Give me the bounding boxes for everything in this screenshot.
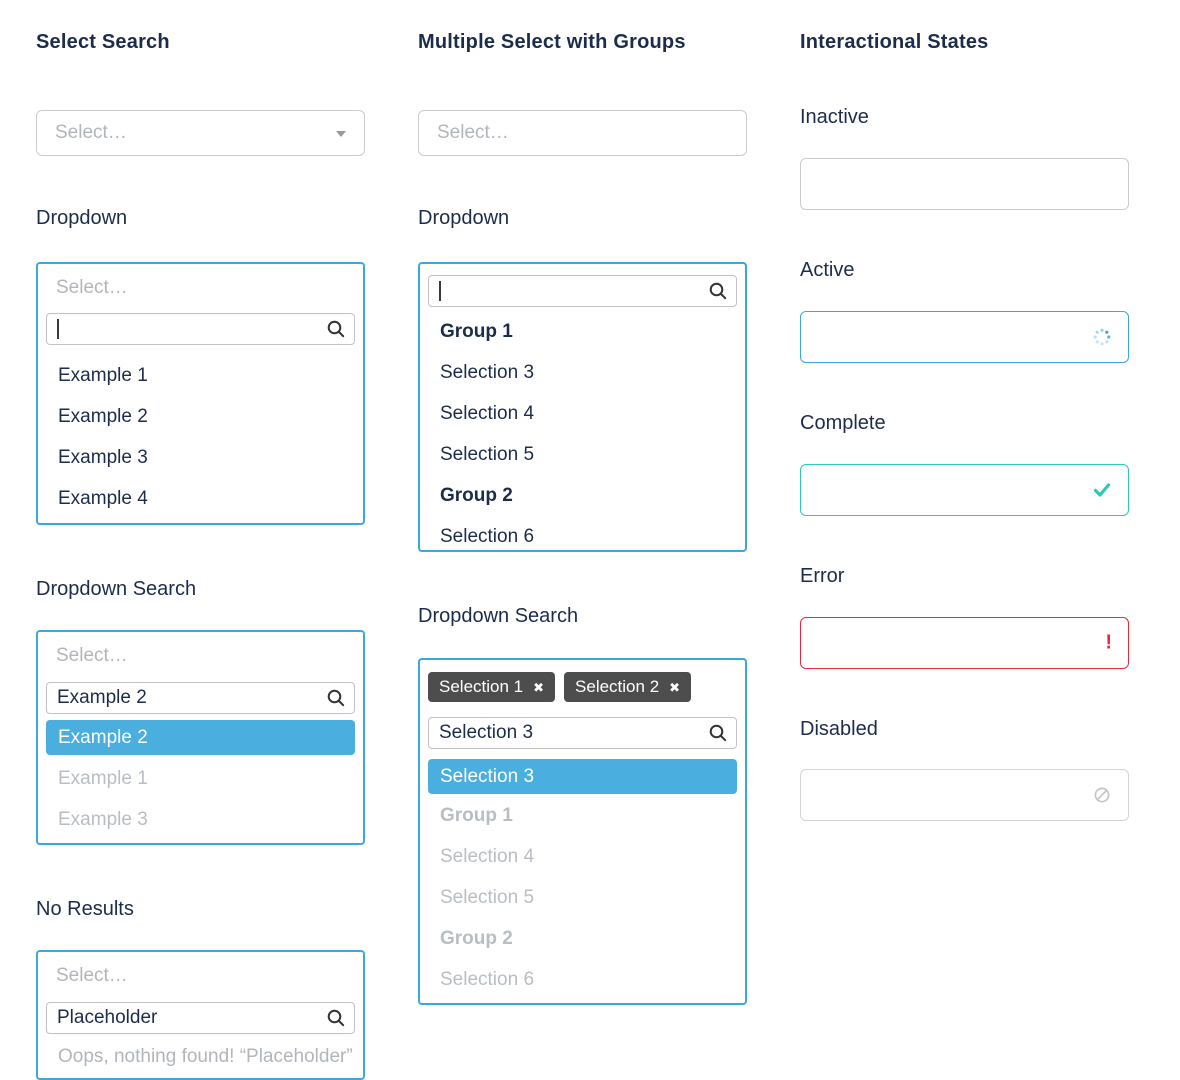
option-muted: Example 1	[58, 768, 148, 789]
section-label-dropdown-search: Dropdown Search	[418, 605, 579, 627]
option[interactable]: Selection 3	[440, 362, 535, 383]
checkmark-icon	[1093, 483, 1111, 497]
column-title: Interactional States	[800, 31, 989, 53]
select-placeholder: Select…	[437, 122, 509, 143]
state-label-active: Active	[800, 259, 855, 281]
input-inactive[interactable]	[800, 158, 1129, 210]
search-box	[428, 275, 737, 307]
option[interactable]: Selection 6	[440, 526, 535, 547]
search-input[interactable]	[429, 276, 736, 306]
state-label-error: Error	[800, 565, 845, 587]
select-placeholder: Select…	[55, 122, 127, 143]
no-results-message: Oops, nothing found! “Placeholder”	[58, 1046, 353, 1067]
column-title: Multiple Select with Groups	[418, 31, 686, 53]
search-input[interactable]	[47, 314, 354, 344]
option-muted: Selection 4	[440, 846, 535, 867]
prohibition-icon	[1094, 787, 1110, 803]
muted-options-list: Example 1 Example 3	[38, 758, 363, 840]
state-label-inactive: Inactive	[800, 106, 869, 128]
panel-placeholder: Select…	[56, 965, 128, 986]
search-box	[46, 1002, 355, 1034]
search-input[interactable]	[47, 683, 354, 713]
no-results-panel: Select… Oops, nothing found! “Placeholde…	[36, 950, 365, 1080]
dropdown-search-panel: Select… Example 2 Example 1 Example 3	[36, 630, 365, 845]
state-label-disabled: Disabled	[800, 718, 878, 740]
column-title: Select Search	[36, 31, 170, 53]
search-icon	[709, 724, 727, 742]
dropdown-open-panel: Group 1 Selection 3 Selection 4 Selection 5…	[418, 262, 747, 552]
option[interactable]: Selection 5	[440, 444, 535, 465]
input-active[interactable]	[800, 311, 1129, 363]
chevron-down-icon	[336, 131, 346, 137]
option-muted: Group 2	[440, 928, 513, 949]
search-input[interactable]	[47, 1003, 354, 1033]
section-label-dropdown-search: Dropdown Search	[36, 578, 197, 600]
spinner-icon	[1093, 328, 1111, 346]
selected-tag[interactable]: Selection 1 ✖	[428, 672, 556, 702]
muted-grouped-options-list: Group 1 Selection 4 Selection 5 Group 2 Sele…	[420, 795, 745, 1000]
section-label-dropdown: Dropdown	[418, 207, 510, 229]
text-cursor	[57, 319, 59, 339]
option-muted: Selection 5	[440, 887, 535, 908]
dropdown-open-panel: Select… Example 1 Example 2 Example 3 Examp…	[36, 262, 365, 525]
section-label-no-results: No Results	[36, 898, 134, 920]
tag-label: Selection 1	[439, 677, 524, 696]
section-label-dropdown: Dropdown	[36, 207, 128, 229]
grouped-options-list: Group 1 Selection 3 Selection 4 Selection 5…	[420, 311, 745, 557]
option-highlighted[interactable]: Example 2	[46, 720, 355, 755]
column-multi-select: Multiple Select with Groups Select… Drop…	[418, 0, 747, 1073]
text-cursor	[439, 281, 441, 301]
search-box	[428, 717, 737, 749]
search-icon	[327, 1009, 345, 1027]
option[interactable]: Example 3	[58, 447, 148, 468]
column-interactional-states: Interactional States Inactive Active Com…	[800, 0, 1129, 1073]
selected-tags: Selection 1 ✖ Selection 2 ✖	[428, 672, 692, 702]
option-muted: Example 3	[58, 809, 148, 830]
option: Group 1	[440, 321, 513, 342]
option: Group 2	[440, 485, 513, 506]
option-highlighted[interactable]: Selection 3	[428, 759, 737, 794]
selected-tag[interactable]: Selection 2 ✖	[564, 672, 692, 702]
panel-placeholder: Select…	[56, 645, 128, 666]
input-error[interactable]: !	[800, 617, 1129, 669]
search-box	[46, 313, 355, 345]
options-list: Example 1 Example 2 Example 3 Example 4	[38, 355, 363, 519]
tag-label: Selection 2	[575, 677, 660, 696]
closed-select[interactable]: Select…	[418, 110, 747, 156]
option[interactable]: Example 4	[58, 488, 148, 509]
search-icon	[327, 320, 345, 338]
panel-placeholder: Select…	[56, 277, 128, 298]
column-select-search: Select Search Select… Dropdown Select… E…	[36, 0, 365, 1080]
option[interactable]: Example 2	[58, 406, 148, 427]
state-label-complete: Complete	[800, 412, 886, 434]
error-icon: !	[1105, 631, 1112, 654]
search-box	[46, 682, 355, 714]
option[interactable]: Example 1	[58, 365, 148, 386]
option-muted: Group 1	[440, 805, 513, 826]
option-muted: Selection 6	[440, 969, 535, 990]
option[interactable]: Selection 4	[440, 403, 535, 424]
remove-tag-icon[interactable]: ✖	[669, 679, 681, 695]
search-icon	[709, 282, 727, 300]
search-icon	[327, 689, 345, 707]
input-disabled	[800, 769, 1129, 821]
dropdown-search-panel: Selection 1 ✖ Selection 2 ✖ Selection 3 …	[418, 658, 747, 1005]
closed-select[interactable]: Select…	[36, 110, 365, 156]
remove-tag-icon[interactable]: ✖	[533, 679, 545, 695]
search-input[interactable]	[429, 718, 736, 748]
input-complete[interactable]	[800, 464, 1129, 516]
